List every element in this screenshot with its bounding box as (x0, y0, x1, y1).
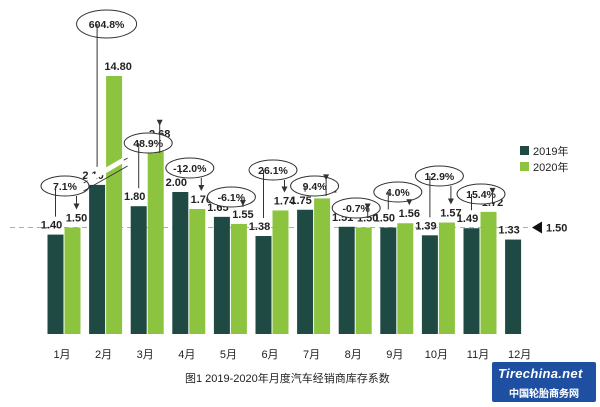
watermark-logo-text: Tirechina.net (498, 366, 583, 381)
bar-2020 (189, 209, 206, 334)
value-label-2019: 1.49 (457, 213, 478, 225)
watermark-subtitle: 中国轮胎商务网 (509, 389, 579, 400)
legend-swatch (520, 162, 529, 171)
yoy-callout-label: -0.7% (342, 203, 370, 215)
month-label: 8月 (345, 349, 362, 361)
value-label-2019: 1.75 (290, 195, 311, 207)
month-label: 10月 (425, 349, 448, 361)
legend-swatch (520, 146, 529, 155)
yoy-arrow-head-icon (489, 187, 496, 194)
bar-2019 (130, 206, 147, 334)
bar-2019 (421, 235, 438, 334)
yoy-arrow-head-icon (364, 203, 371, 210)
bar-2019 (380, 227, 397, 334)
yoy-callout-bubble (40, 175, 90, 197)
bar-2019 (463, 228, 480, 334)
value-label-2020: 1.57 (440, 208, 461, 220)
yoy-arrow-head-icon (447, 198, 454, 205)
value-label-2019: 1.40 (41, 220, 62, 232)
reference-line-label: 1.50 (546, 223, 567, 235)
bar-2019 (172, 192, 189, 334)
bar-2020 (355, 227, 372, 334)
yoy-callout-label: 12.9% (425, 171, 455, 183)
bar-2019 (89, 184, 106, 334)
yoy-callout-label: 9.4% (303, 181, 328, 193)
bar-2020 (106, 76, 123, 334)
bar-2020 (314, 198, 331, 334)
yoy-callout-label: 26.1% (258, 165, 288, 177)
value-label-2019: 1.33 (498, 225, 519, 237)
yoy-callout-label: -6.1% (218, 192, 246, 204)
bar-2020 (397, 223, 414, 334)
month-label: 9月 (386, 349, 403, 361)
month-label: 12月 (508, 349, 531, 361)
category-labels-group: 1月 2月 3月 4月 5月 6月 7月 8月 9月 10月 11月 12月 (53, 349, 531, 361)
value-label-2020: 1.76 (191, 194, 212, 206)
value-label-2019: 1.50 (374, 213, 395, 225)
yoy-callout-label: 48.9% (133, 138, 163, 150)
month-label: 2月 (95, 349, 112, 361)
value-label-2020: 1.74 (274, 195, 296, 207)
value-label-2019: 1.38 (249, 221, 270, 233)
value-label-2020: 1.50 (66, 213, 87, 225)
value-label-2019: 1.80 (124, 191, 145, 203)
month-label: 3月 (137, 349, 154, 361)
bar-2019 (338, 226, 355, 334)
yoy-callout-label: 15.4% (466, 189, 496, 201)
bar-2020 (272, 210, 289, 334)
value-label-2020: 1.56 (399, 208, 420, 220)
legend-entry: 2020年 (533, 160, 568, 174)
bar-2020 (64, 227, 81, 334)
yoy-arrow-head-icon (156, 119, 163, 126)
yoy-callout-bubble (373, 181, 423, 203)
value-label-2019: 2.00 (166, 177, 187, 189)
yoy-arrow-head-icon (281, 186, 288, 193)
yoy-arrow-head-icon (323, 174, 330, 181)
month-label: 6月 (261, 349, 278, 361)
bar-2019 (255, 236, 272, 334)
value-label-2020: 14.80 (104, 61, 132, 73)
yoy-callout-bubble (248, 159, 298, 181)
chart-caption: 图1 2019-2020年月度汽车经销商库存系数 (185, 371, 390, 385)
legend-entry: 2019年 (533, 144, 568, 158)
yoy-callout-label: 604.8% (89, 19, 125, 31)
reference-line-group: 1.50 (10, 221, 567, 235)
legend: 2019年 2020年 (520, 144, 568, 174)
month-label: 11月 (467, 349, 489, 361)
yoy-arrow-head-icon (198, 185, 205, 192)
yoy-callout-bubble (165, 157, 215, 179)
month-label: 1月 (53, 349, 70, 361)
bars-group (47, 76, 522, 334)
yoy-arrow-head-icon (406, 199, 413, 206)
reference-arrow-icon (532, 221, 542, 234)
yoy-callout-label: 4.0% (386, 187, 411, 199)
yoy-arrow-head-icon (73, 203, 80, 210)
bar-2019 (297, 209, 314, 334)
value-label-2020: 1.55 (232, 209, 253, 221)
bar-2020 (147, 143, 164, 334)
yoy-callout-bubble (414, 165, 464, 187)
yoy-callout-label: 7.1% (53, 181, 78, 193)
bar-2019 (213, 216, 230, 334)
month-label: 4月 (178, 349, 195, 361)
bar-2020 (480, 211, 497, 334)
value-label-2019: 1.39 (415, 220, 436, 232)
yoy-callouts-group: 7.1% 604.8% 48.9% -12.0% -6.1% 26.1% 9.4% -0.7%… (40, 9, 506, 219)
month-label: 7月 (303, 349, 320, 361)
month-label: 5月 (220, 349, 237, 361)
yoy-callout-label: -12.0% (173, 163, 207, 175)
bar-2019 (505, 239, 522, 334)
axis-break-mark (83, 165, 128, 192)
bar-2020 (230, 223, 247, 334)
yoy-callout-bubble (76, 9, 138, 39)
yoy-arrow-head-icon (239, 199, 246, 206)
axis-break-gap (86, 157, 125, 184)
bar-2019 (47, 234, 64, 334)
watermark-logo: Tirechina.net 中国轮胎商务网 (492, 362, 596, 402)
bar-2020 (438, 222, 455, 334)
